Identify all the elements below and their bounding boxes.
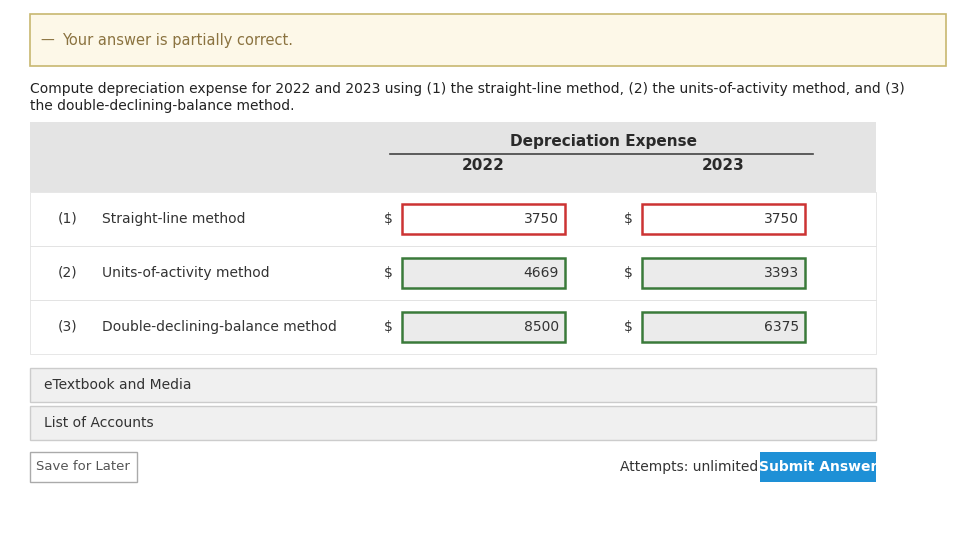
Bar xyxy=(642,204,805,234)
Text: the double-declining-balance method.: the double-declining-balance method. xyxy=(30,99,295,113)
Text: $: $ xyxy=(385,212,393,226)
Bar xyxy=(30,122,876,192)
Text: $: $ xyxy=(385,266,393,280)
Text: Your answer is partially correct.: Your answer is partially correct. xyxy=(62,34,293,48)
Text: Double-declining-balance method: Double-declining-balance method xyxy=(102,320,337,334)
Text: 8500: 8500 xyxy=(524,320,559,334)
Text: 2022: 2022 xyxy=(462,158,505,173)
Text: $: $ xyxy=(385,320,393,334)
Text: Compute depreciation expense for 2022 and 2023 using (1) the straight-line metho: Compute depreciation expense for 2022 an… xyxy=(30,82,905,96)
Text: $: $ xyxy=(624,212,633,226)
Bar xyxy=(642,312,805,342)
Text: Attempts: unlimited: Attempts: unlimited xyxy=(620,460,758,474)
Bar xyxy=(760,452,876,482)
Bar xyxy=(30,192,876,246)
Bar xyxy=(642,258,805,288)
Text: eTextbook and Media: eTextbook and Media xyxy=(44,378,191,392)
Text: —: — xyxy=(40,34,54,48)
Text: Submit Answer: Submit Answer xyxy=(758,460,877,474)
Text: 4669: 4669 xyxy=(524,266,559,280)
Text: 3750: 3750 xyxy=(764,212,799,226)
Bar xyxy=(30,452,137,482)
Bar xyxy=(30,406,876,440)
Text: Depreciation Expense: Depreciation Expense xyxy=(510,134,697,149)
Text: Save for Later: Save for Later xyxy=(36,461,130,473)
Text: $: $ xyxy=(624,320,633,334)
Text: Straight-line method: Straight-line method xyxy=(102,212,246,226)
Bar xyxy=(402,258,565,288)
Text: 6375: 6375 xyxy=(764,320,799,334)
Text: 3750: 3750 xyxy=(524,212,559,226)
Bar xyxy=(30,246,876,300)
Text: (1): (1) xyxy=(58,212,78,226)
Text: $: $ xyxy=(624,266,633,280)
Text: 2023: 2023 xyxy=(702,158,745,173)
Bar xyxy=(30,368,876,402)
Bar xyxy=(30,14,946,66)
Bar xyxy=(402,312,565,342)
Bar xyxy=(30,300,876,354)
Text: (3): (3) xyxy=(58,320,78,334)
Text: (2): (2) xyxy=(58,266,78,280)
Text: 3393: 3393 xyxy=(764,266,799,280)
Bar xyxy=(402,204,565,234)
Text: List of Accounts: List of Accounts xyxy=(44,416,153,430)
Text: Units-of-activity method: Units-of-activity method xyxy=(102,266,269,280)
